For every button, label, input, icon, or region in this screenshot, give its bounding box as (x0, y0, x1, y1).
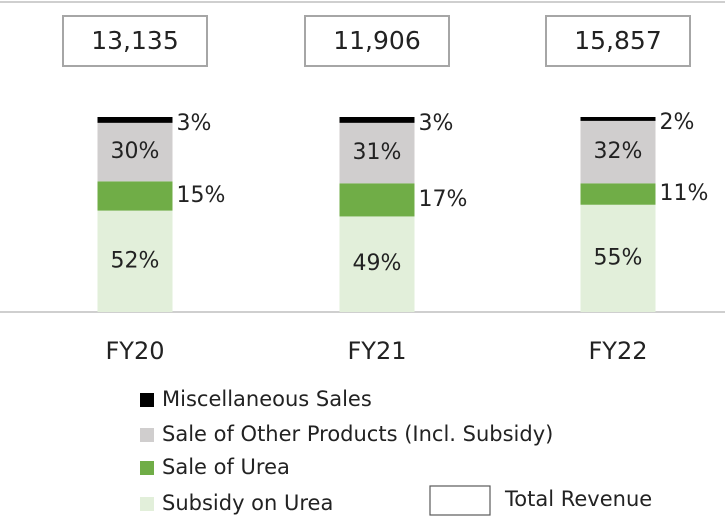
legend-label: Subsidy on Urea (162, 491, 333, 515)
data-label: 31% (353, 140, 402, 165)
legend-label: Miscellaneous Sales (162, 387, 372, 411)
legend-swatch (140, 428, 154, 442)
data-label: 15% (177, 183, 226, 208)
total-label: 13,135 (91, 26, 178, 55)
data-label: 32% (594, 139, 643, 164)
x-tick-label: FY20 (105, 337, 164, 365)
legend-swatch (140, 393, 154, 407)
bar-segment (97, 210, 173, 312)
total-box (62, 15, 208, 67)
bar-segment (580, 117, 656, 121)
data-label: 3% (177, 111, 212, 136)
bar-segment (580, 204, 656, 312)
data-label: 30% (111, 139, 160, 164)
bar-segment (580, 183, 656, 205)
legend-label: Sale of Urea (162, 455, 290, 479)
legend-swatch (140, 497, 154, 511)
x-tick-label: FY21 (347, 337, 406, 365)
bar-segment (97, 122, 173, 182)
bar-segment (339, 183, 415, 217)
total-label: 11,906 (333, 26, 420, 55)
data-label: 49% (353, 251, 402, 276)
bar-segment (339, 216, 415, 312)
data-label: 2% (660, 110, 695, 135)
bar-segment (339, 117, 415, 123)
data-label: 55% (594, 245, 643, 270)
total-label: 15,857 (574, 26, 661, 55)
legend-label: Sale of Other Products (Incl. Subsidy) (162, 422, 553, 446)
data-label: 52% (111, 248, 160, 273)
bar-segment (339, 122, 415, 184)
data-label: 17% (419, 187, 468, 212)
bar-segment (97, 117, 173, 123)
legend-label: Total Revenue (504, 487, 652, 511)
legend-total-box (429, 485, 491, 516)
data-label: 3% (419, 111, 454, 136)
data-label: 11% (660, 181, 709, 206)
total-box (304, 15, 450, 67)
bar-segment (580, 120, 656, 184)
bar-segment (97, 181, 173, 211)
x-tick-label: FY22 (588, 337, 647, 365)
legend-swatch (140, 461, 154, 475)
total-box (545, 15, 691, 67)
